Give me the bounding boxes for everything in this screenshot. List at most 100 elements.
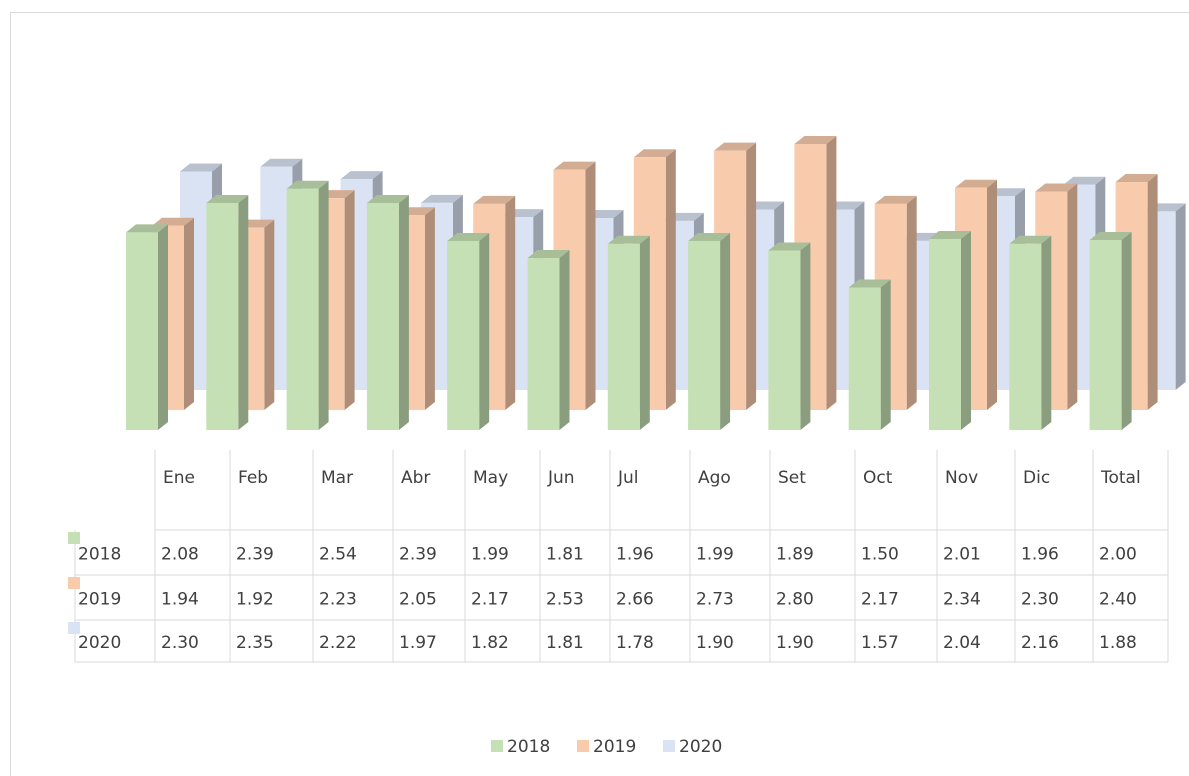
bar-top xyxy=(447,232,490,241)
table-cell: 2.39 xyxy=(236,545,274,565)
bar xyxy=(607,235,650,430)
table-cell: 1.99 xyxy=(696,545,734,565)
table-cell: 1.81 xyxy=(546,633,584,653)
bar-top xyxy=(633,149,676,158)
bar-top xyxy=(366,194,409,203)
bar xyxy=(1009,235,1052,430)
bar-front xyxy=(447,240,480,430)
bar xyxy=(929,231,971,430)
table-cell: 2.17 xyxy=(861,590,899,610)
table-cell: 2.39 xyxy=(399,545,437,565)
table-cell: 2.04 xyxy=(943,633,981,653)
table-header: Jun xyxy=(547,468,575,488)
chart-frame xyxy=(10,12,1189,776)
table-header: Abr xyxy=(401,468,430,488)
table-cell: 1.90 xyxy=(696,633,734,653)
bar-front xyxy=(1009,243,1042,430)
bar xyxy=(688,232,731,430)
table-header: Ene xyxy=(163,468,195,488)
table-cell: 2.66 xyxy=(616,590,654,610)
bar-front xyxy=(1089,240,1122,430)
table-header: Nov xyxy=(945,468,978,488)
bar-top xyxy=(152,217,194,226)
bar xyxy=(768,242,811,430)
bar-side xyxy=(264,219,275,410)
bar-top xyxy=(286,180,329,189)
table-row-label: 2018 xyxy=(78,545,121,565)
table-cell: 1.90 xyxy=(776,633,814,653)
bar-top xyxy=(874,195,917,204)
bar-side xyxy=(424,207,435,410)
table-cell: 1.81 xyxy=(546,545,584,565)
table-cell: 1.92 xyxy=(236,590,274,610)
bar-top xyxy=(553,161,596,170)
table-cell: 1.94 xyxy=(161,590,199,610)
table-cell: 2.73 xyxy=(696,590,734,610)
bar-front xyxy=(527,258,560,430)
bar-top xyxy=(180,163,222,172)
bar-front xyxy=(929,239,961,430)
bar-side xyxy=(746,142,757,410)
bar-front xyxy=(126,232,158,430)
table-cell: 2.22 xyxy=(319,633,357,653)
bar-front xyxy=(848,287,881,430)
table-cell: 2.53 xyxy=(546,590,584,610)
bar-side xyxy=(238,194,249,430)
bar-front xyxy=(286,188,319,430)
bar-top xyxy=(340,171,383,180)
bar-top xyxy=(1063,176,1106,185)
table-cell: 2.80 xyxy=(776,590,814,610)
legend-key xyxy=(68,532,80,544)
bar-top xyxy=(126,224,168,233)
bar-side xyxy=(559,250,570,430)
table-cell: 2.01 xyxy=(943,545,981,565)
bar-side xyxy=(1175,203,1186,390)
bar xyxy=(126,224,168,430)
table-cell: 2.35 xyxy=(236,633,274,653)
table-header: Feb xyxy=(238,468,268,488)
bar xyxy=(286,180,329,430)
table-header: Mar xyxy=(321,468,353,488)
bar-front xyxy=(366,202,399,430)
bar-top xyxy=(527,250,570,259)
table-cell: 1.57 xyxy=(861,633,899,653)
table-cell: 1.97 xyxy=(399,633,437,653)
table-cell: 2.00 xyxy=(1099,545,1137,565)
bar-side xyxy=(1041,235,1052,430)
table-cell: 1.99 xyxy=(471,545,509,565)
bar-front xyxy=(206,202,239,430)
bar-top xyxy=(688,232,731,241)
bar-front xyxy=(768,250,801,430)
bar-side xyxy=(158,224,168,430)
bar-top xyxy=(607,235,650,244)
bar-front xyxy=(607,243,640,430)
bar-side xyxy=(720,232,731,430)
table-header: Dic xyxy=(1023,468,1050,488)
bar-side xyxy=(1067,183,1078,410)
bar-side xyxy=(906,195,917,410)
bar-side xyxy=(665,149,676,411)
bar-front xyxy=(688,240,721,430)
bar-side xyxy=(800,242,811,430)
bar-side xyxy=(1147,174,1158,410)
bar xyxy=(848,279,891,430)
bar-side xyxy=(987,179,997,410)
bar-top xyxy=(929,231,971,240)
bar-side xyxy=(585,161,596,410)
legend-key xyxy=(68,577,80,589)
table-row-label: 2020 xyxy=(78,633,121,653)
table-header: May xyxy=(473,468,508,488)
bar-side xyxy=(826,136,837,410)
table-header: Set xyxy=(778,468,806,488)
bar-side xyxy=(1121,232,1132,430)
legend-key xyxy=(491,740,503,752)
bar-side xyxy=(880,279,891,430)
legend-key xyxy=(577,740,589,752)
bar-side xyxy=(318,180,329,430)
bar-side xyxy=(479,232,490,430)
bar-side xyxy=(344,190,355,410)
legend-key xyxy=(663,740,675,752)
legend-label: 2019 xyxy=(593,737,636,757)
bar-top xyxy=(768,242,811,251)
